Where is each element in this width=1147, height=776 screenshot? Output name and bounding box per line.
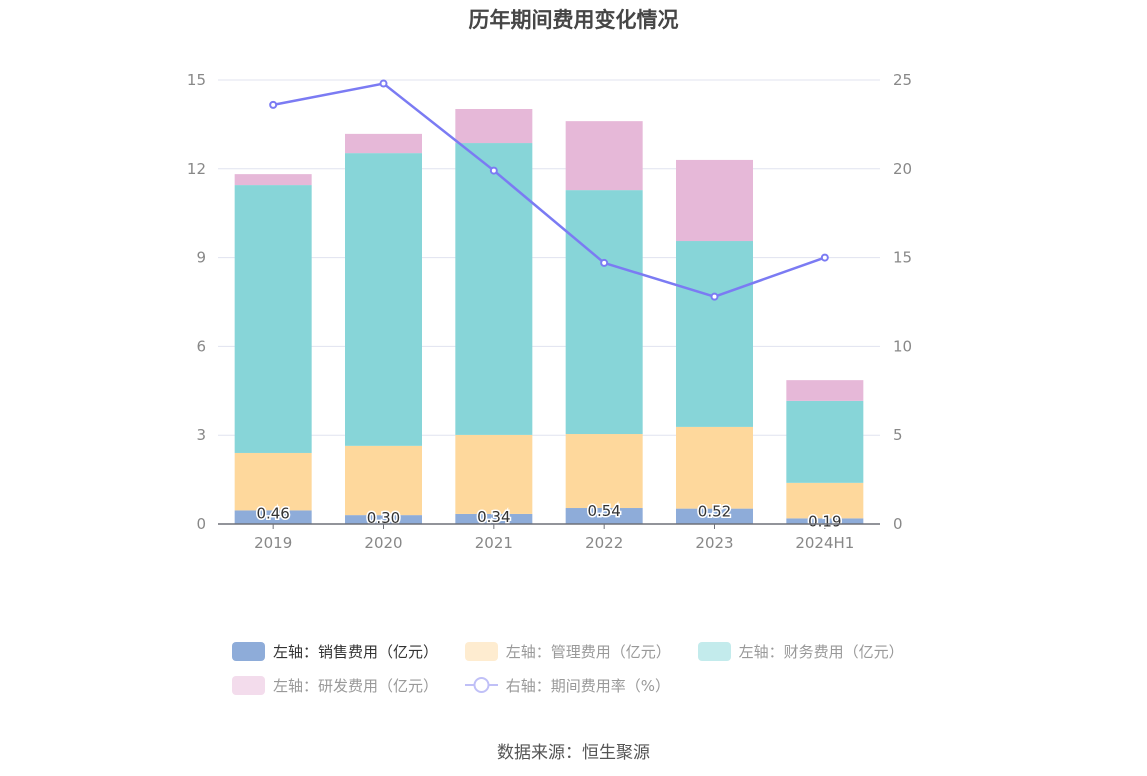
bar-segment xyxy=(455,513,533,524)
right-tick-label: 10 xyxy=(893,337,912,355)
bar-segment xyxy=(676,426,753,509)
legend-line-icon xyxy=(464,677,498,693)
bar-segment xyxy=(345,133,422,154)
bar-segment xyxy=(234,174,312,186)
data-label: 0.46 xyxy=(256,504,289,522)
legend-swatch xyxy=(697,641,731,661)
data-label: 0.52 xyxy=(698,503,731,521)
data-source: 数据来源：恒生聚源 xyxy=(497,743,650,763)
left-tick-label: 0 xyxy=(196,515,206,533)
legend-label: 左轴：销售费用（亿元） xyxy=(273,642,439,661)
bar-segment xyxy=(565,121,643,191)
rate-point xyxy=(269,100,278,109)
legend-item-rate[interactable]: 右轴：期间费用率（%） xyxy=(464,674,671,696)
left-tick-label: 3 xyxy=(196,426,206,444)
data-label: 0.54 xyxy=(587,502,620,520)
left-tick-label: 12 xyxy=(187,160,206,178)
right-tick-label: 0 xyxy=(893,515,903,533)
right-tick-label: 5 xyxy=(893,426,903,444)
legend-label: 左轴：财务费用（亿元） xyxy=(738,642,904,661)
bar-segment xyxy=(234,185,312,453)
legend-item-admin[interactable]: 左轴：管理费用（亿元） xyxy=(464,640,671,662)
bar-segment xyxy=(786,482,864,519)
legend-label: 左轴：研发费用（亿元） xyxy=(273,677,439,695)
bar-segment xyxy=(234,452,312,511)
bar-segment xyxy=(786,380,864,401)
x-tick-label: 2021 xyxy=(475,534,513,552)
bar-segment xyxy=(565,434,643,509)
legend-label: 右轴：期间费用率（%） xyxy=(505,676,671,695)
bar-segment xyxy=(455,143,533,435)
bar-segment xyxy=(786,518,864,524)
bar-segment xyxy=(345,445,422,516)
bar-segment xyxy=(565,190,643,435)
legend-item-finance[interactable]: 左轴：财务费用（亿元） xyxy=(697,640,904,662)
bar-segment xyxy=(345,515,422,524)
x-tick-label: 2019 xyxy=(254,534,292,552)
right-tick-label: 25 xyxy=(893,71,912,89)
rate-point xyxy=(600,258,609,267)
rate-point xyxy=(820,253,829,262)
x-tick-label: 2022 xyxy=(585,534,623,552)
right-tick-label: 15 xyxy=(893,249,912,267)
legend-item-sales[interactable]: 左轴：销售费用（亿元） xyxy=(232,640,438,662)
left-tick-label: 6 xyxy=(196,337,206,355)
legend: 左轴：销售费用（亿元） 左轴：管理费用（亿元） 左轴：财务费用（亿元） 左轴：研… xyxy=(232,640,952,709)
bar-segment xyxy=(786,400,864,483)
right-tick-label: 20 xyxy=(893,160,912,178)
data-label: 0.34 xyxy=(477,508,510,526)
legend-label: 左轴：管理费用（亿元） xyxy=(505,642,671,661)
bar-segment xyxy=(455,434,533,514)
bar-segment xyxy=(234,510,312,524)
rate-line xyxy=(272,82,826,298)
bar-segment xyxy=(565,508,643,524)
x-tick-label: 2020 xyxy=(364,534,402,552)
x-tick-label: 2024H1 xyxy=(795,534,854,552)
legend-swatch xyxy=(464,641,498,661)
rate-point xyxy=(489,166,498,175)
bar-segment xyxy=(676,241,753,427)
rate-point xyxy=(710,292,719,301)
bar-segment xyxy=(455,109,533,144)
bar-segment xyxy=(345,153,422,446)
legend-swatch xyxy=(232,641,265,661)
left-tick-label: 15 xyxy=(187,71,206,89)
left-tick-label: 9 xyxy=(196,249,206,267)
bar-segment xyxy=(676,159,753,242)
rate-point xyxy=(379,79,388,88)
bar-segment xyxy=(676,508,753,524)
chart-title: 历年期间费用变化情况 xyxy=(468,8,679,32)
data-label: 0.19 xyxy=(808,512,841,530)
legend-swatch xyxy=(232,676,265,695)
x-tick-label: 2023 xyxy=(695,534,733,552)
legend-item-rd[interactable]: 左轴：研发费用（亿元） xyxy=(232,675,438,697)
